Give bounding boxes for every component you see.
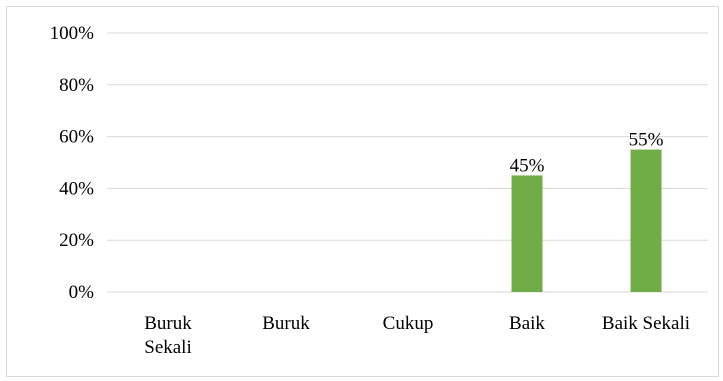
chart-frame bbox=[6, 6, 719, 377]
y-tick-label-100: 100% bbox=[50, 23, 95, 44]
data-label-5: 55% bbox=[629, 130, 664, 151]
data-label-4: 45% bbox=[510, 155, 545, 176]
bar-4 bbox=[511, 175, 543, 292]
y-tick-label-20: 20% bbox=[59, 230, 94, 251]
x-tick-label-4: Baik bbox=[509, 313, 545, 334]
y-tick-label-60: 60% bbox=[59, 127, 94, 148]
x-tick-label-2: Buruk bbox=[262, 313, 310, 334]
bar-5 bbox=[630, 149, 662, 292]
x-tick-label-3: Cukup bbox=[383, 313, 434, 334]
y-tick-label-0: 0% bbox=[69, 282, 95, 303]
x-tick-label-5: Baik Sekali bbox=[602, 313, 690, 334]
y-tick-label-40: 40% bbox=[59, 178, 94, 199]
x-tick-label-1: Buruk Sekali bbox=[144, 313, 192, 358]
y-tick-label-80: 80% bbox=[59, 75, 94, 96]
